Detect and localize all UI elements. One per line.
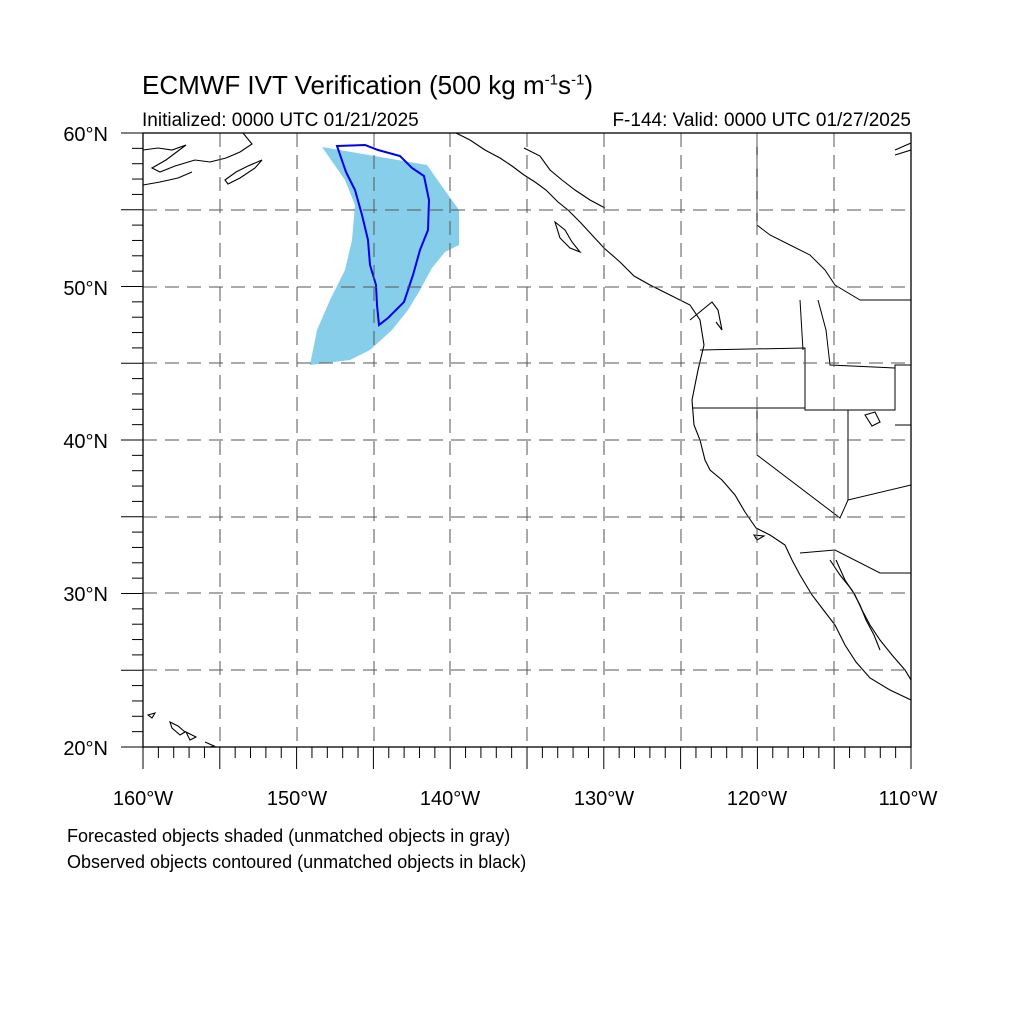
initialized-label: Initialized: 0000 UTC 01/21/2025: [142, 110, 419, 131]
lon-label-130w: 130°W: [574, 788, 634, 810]
lon-label-120w: 120°W: [727, 788, 787, 810]
forecast-note: Forecasted objects shaded (unmatched obj…: [67, 826, 511, 846]
observed-object-contour: [335, 143, 431, 327]
forecast-object-shading: [310, 147, 459, 365]
lat-label-50n: 50°N: [63, 278, 108, 300]
observed-note: Observed objects contoured (unmatched ob…: [67, 852, 527, 872]
latitude-labels: 60°N 50°N 40°N 30°N 20°N: [63, 124, 108, 760]
lat-label-30n: 30°N: [63, 584, 108, 606]
valid-time-label: F-144: Valid: 0000 UTC 01/27/2025: [612, 110, 911, 131]
lon-label-160w: 160°W: [113, 788, 173, 810]
lon-label-150w: 150°W: [267, 788, 327, 810]
lon-label-140w: 140°W: [420, 788, 480, 810]
lat-label-60n: 60°N: [63, 124, 108, 146]
lat-label-20n: 20°N: [63, 738, 108, 760]
lat-label-40n: 40°N: [63, 431, 108, 453]
axis-ticks: [121, 132, 912, 769]
longitude-labels: 160°W 150°W 140°W 130°W 120°W 110°W: [113, 788, 938, 810]
lon-label-110w: 110°W: [879, 788, 938, 810]
graticule: [143, 133, 911, 747]
political-borders: [692, 133, 911, 574]
figure-title: ECMWF IVT Verification (500 kg m-1s-1): [142, 70, 593, 100]
